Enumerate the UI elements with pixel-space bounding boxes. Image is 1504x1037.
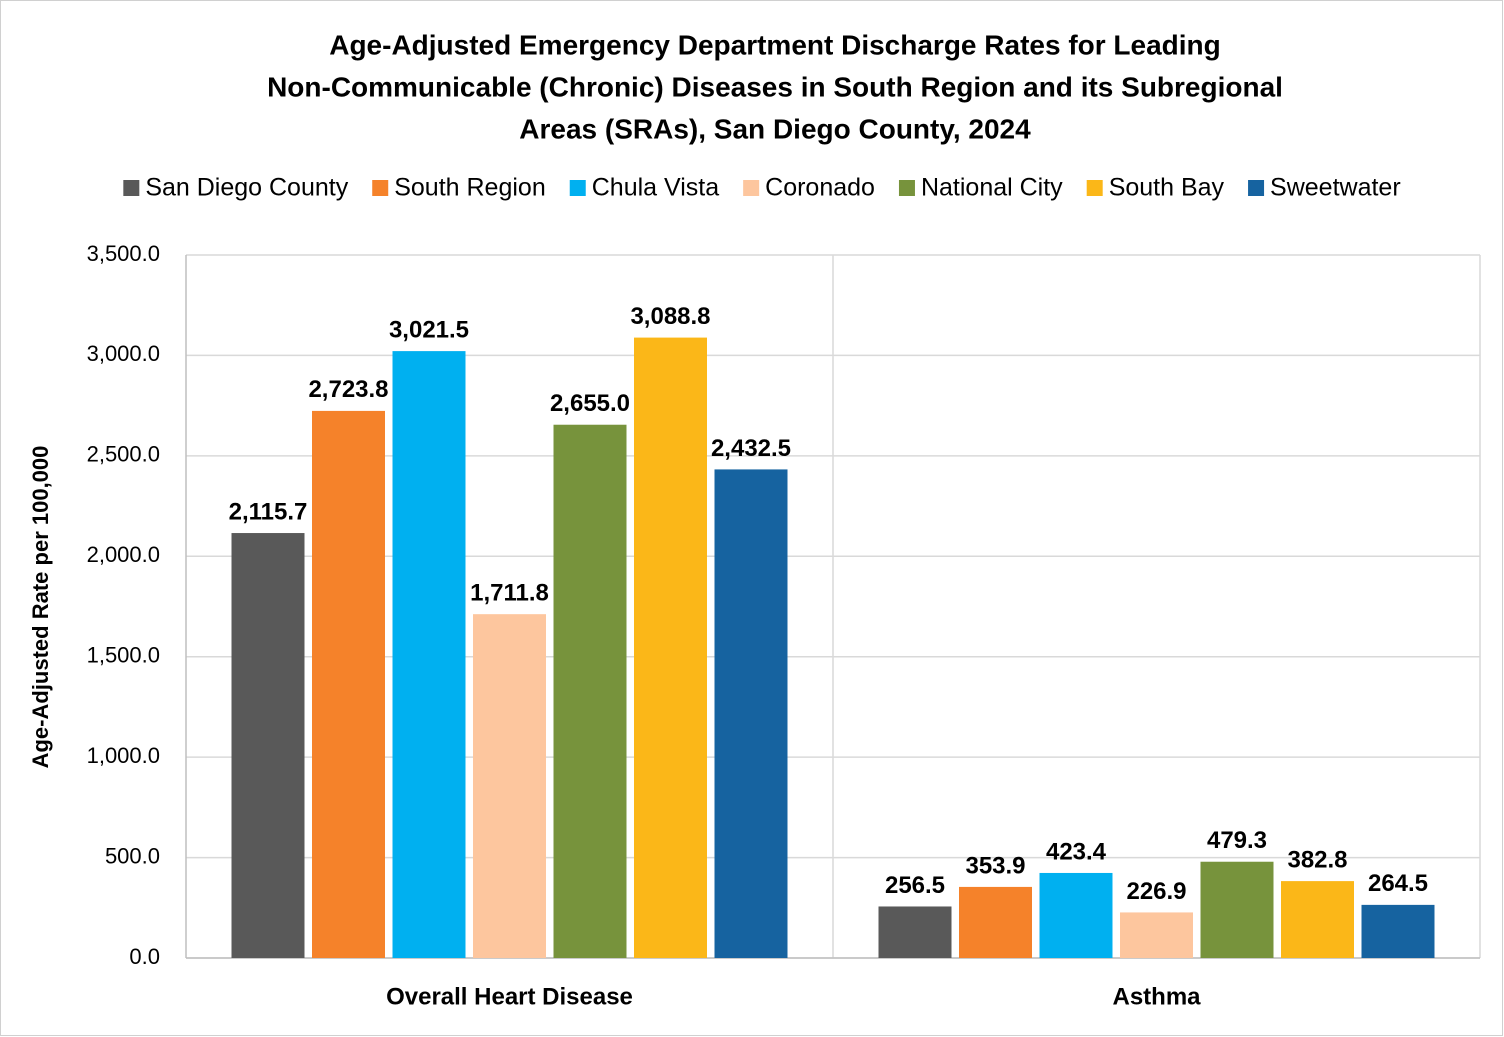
data-label: 1,711.8 [470,580,549,607]
data-label: 423.4 [1046,838,1107,865]
data-label: 2,432.5 [711,435,791,462]
bar [312,410,385,959]
data-label: 2,115.7 [229,498,308,525]
data-label: 3,088.8 [630,303,710,330]
legend-label: Coronado [765,174,875,202]
y-tick-label: 500.0 [105,843,160,868]
bar [959,886,1032,958]
legend-label: National City [921,174,1063,202]
y-axis-label: Age-Adjusted Rate per 100,000 [28,446,53,769]
data-label: 382.8 [1287,846,1347,873]
bar [1361,904,1435,958]
data-label: 3,021.5 [389,316,469,343]
bar [392,351,466,959]
chart-title: Non-Communicable (Chronic) Diseases in S… [267,71,1283,102]
y-tick-label: 3,500.0 [87,241,160,266]
legend-swatch [898,180,915,196]
data-label: 256.5 [885,872,945,899]
y-tick-label: 3,000.0 [87,341,160,366]
bar [1281,881,1354,958]
data-label: 2,655.0 [550,390,630,417]
legend-swatch [569,180,586,196]
y-tick-label: 2,000.0 [87,542,160,567]
y-tick-label: 1,500.0 [87,643,160,668]
legend-swatch [1248,180,1265,196]
legend-swatch [743,180,760,196]
data-label: 2,723.8 [308,376,388,403]
data-label: 226.9 [1126,878,1186,905]
legend-label: South Region [394,174,546,202]
bar [553,424,627,959]
legend-swatch [372,180,389,196]
y-tick-label: 1,000.0 [87,743,160,768]
bar [1200,861,1274,958]
y-tick-label: 0.0 [129,944,160,969]
chart-title: Areas (SRAs), San Diego County, 2024 [519,113,1031,144]
y-tick-label: 2,500.0 [87,442,160,467]
bar [634,337,707,958]
bar [714,469,788,958]
bar [1120,912,1193,958]
x-tick-label: Asthma [1112,983,1201,1010]
data-label: 479.3 [1207,827,1267,854]
bar [473,614,546,958]
chart-title: Age-Adjusted Emergency Department Discha… [329,29,1221,60]
legend-swatch [1086,180,1103,196]
legend: San Diego County South Region Chula Vista C… [123,174,1401,202]
legend-label: South Bay [1109,174,1225,202]
bar [231,533,305,958]
bar [878,906,952,958]
legend-label: Sweetwater [1270,174,1401,202]
bar [1039,872,1113,958]
legend-label: San Diego County [145,174,348,202]
data-label: 264.5 [1368,870,1428,897]
data-label: 353.9 [965,852,1025,879]
legend-label: Chula Vista [592,174,719,202]
x-tick-label: Overall Heart Disease [386,983,633,1010]
legend-swatch [123,180,140,196]
